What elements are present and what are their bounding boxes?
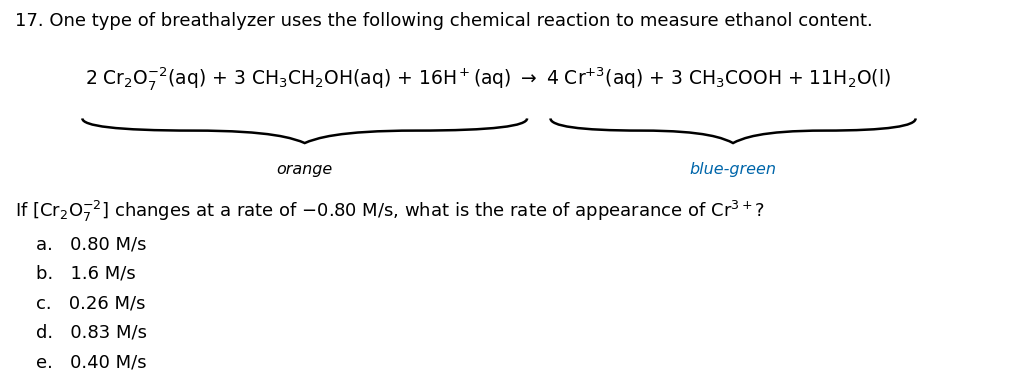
Text: blue-green: blue-green bbox=[689, 162, 776, 177]
Text: 17. One type of breathalyzer uses the following chemical reaction to measure eth: 17. One type of breathalyzer uses the fo… bbox=[15, 12, 872, 30]
Text: b.   1.6 M/s: b. 1.6 M/s bbox=[36, 265, 135, 283]
Text: orange: orange bbox=[276, 162, 333, 177]
Text: c.   0.26 M/s: c. 0.26 M/s bbox=[36, 294, 145, 312]
Text: If [Cr$_2$O$_7^{-2}$] changes at a rate of $-$0.80 M/s, what is the rate of appe: If [Cr$_2$O$_7^{-2}$] changes at a rate … bbox=[15, 199, 765, 224]
Text: 2 Cr$_2$O$_7^{-2}$(aq) + 3 CH$_3$CH$_2$OH(aq) + 16H$^+$(aq) $\rightarrow$ 4 Cr$^: 2 Cr$_2$O$_7^{-2}$(aq) + 3 CH$_3$CH$_2$O… bbox=[85, 65, 891, 92]
Text: e.   0.40 M/s: e. 0.40 M/s bbox=[36, 354, 146, 371]
Text: d.   0.83 M/s: d. 0.83 M/s bbox=[36, 324, 146, 342]
Text: a.   0.80 M/s: a. 0.80 M/s bbox=[36, 235, 146, 253]
